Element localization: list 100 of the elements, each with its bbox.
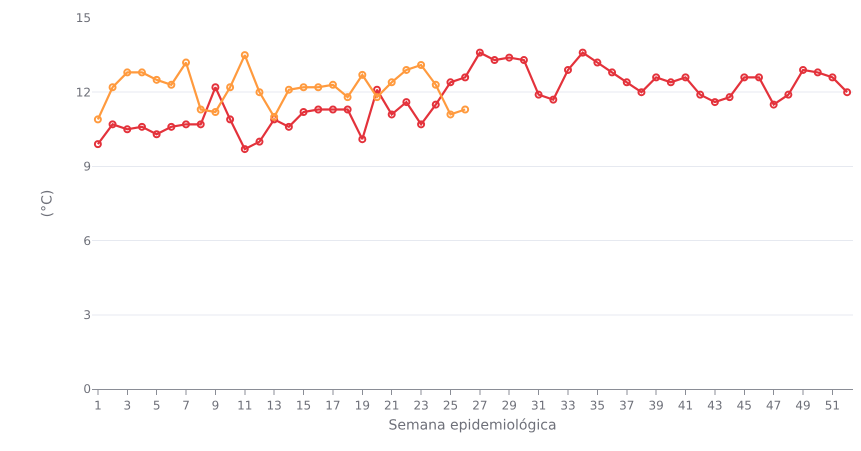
point xyxy=(402,98,410,106)
point xyxy=(182,58,190,67)
point xyxy=(344,93,352,102)
y-tick-label: 9 xyxy=(83,160,91,174)
y-tick-label: 0 xyxy=(83,382,91,396)
point xyxy=(182,120,190,128)
point xyxy=(300,108,308,116)
point xyxy=(784,90,792,99)
point xyxy=(754,73,763,82)
x-tick-label: 25 xyxy=(442,398,458,412)
x-tick-label: 31 xyxy=(530,398,546,412)
y-tick-label: 12 xyxy=(76,85,91,100)
point xyxy=(226,83,234,92)
point xyxy=(226,115,234,124)
y-tick-label: 15 xyxy=(76,11,91,26)
point xyxy=(388,78,396,86)
point xyxy=(417,120,426,128)
point xyxy=(284,122,293,131)
x-tick-label: 11 xyxy=(237,398,252,412)
x-tick-label: 39 xyxy=(648,398,664,412)
x-axis-title: Semana epidemiológica xyxy=(388,418,557,434)
point xyxy=(446,78,454,86)
point xyxy=(211,83,220,92)
point xyxy=(608,68,616,76)
point xyxy=(520,56,528,64)
point xyxy=(637,88,646,96)
point xyxy=(666,78,675,86)
point xyxy=(284,86,293,94)
x-tick-label: 21 xyxy=(384,398,400,412)
point xyxy=(358,70,366,79)
x-tick-label: 43 xyxy=(707,398,723,412)
point xyxy=(652,73,660,82)
point xyxy=(255,138,264,146)
point xyxy=(196,120,205,128)
x-tick-label: 3 xyxy=(123,398,132,412)
point xyxy=(432,80,440,89)
x-tick-label: 5 xyxy=(152,398,160,412)
x-tick-label: 41 xyxy=(678,398,694,412)
x-tick-label: 13 xyxy=(266,398,282,412)
point xyxy=(534,90,543,99)
point xyxy=(828,73,836,82)
y-tick-label: 3 xyxy=(83,308,91,322)
point xyxy=(843,88,852,96)
point xyxy=(94,115,102,124)
point xyxy=(196,106,205,114)
point xyxy=(461,73,470,82)
point xyxy=(505,54,514,62)
point xyxy=(314,106,322,114)
point xyxy=(240,145,249,154)
point xyxy=(432,100,440,109)
x-tick-label: 17 xyxy=(325,398,341,412)
point xyxy=(461,106,470,114)
point xyxy=(490,56,499,64)
point xyxy=(726,93,734,102)
x-tick-label: 37 xyxy=(619,398,634,412)
point xyxy=(622,78,631,86)
point xyxy=(373,86,382,94)
y-axis-title: (°C) xyxy=(39,190,56,218)
point xyxy=(682,73,690,82)
point xyxy=(799,66,808,74)
point xyxy=(314,83,322,92)
point xyxy=(814,68,822,76)
x-tick-label: 45 xyxy=(736,398,752,412)
x-tick-label: 49 xyxy=(795,398,811,412)
point xyxy=(167,80,176,89)
point xyxy=(578,48,587,57)
y-tick-label: 6 xyxy=(83,234,91,248)
point xyxy=(152,130,161,138)
point xyxy=(402,66,410,74)
x-tick-label: 15 xyxy=(296,398,312,412)
point xyxy=(300,83,308,92)
point xyxy=(770,100,778,109)
x-tick-label: 33 xyxy=(560,398,576,412)
point xyxy=(696,90,704,99)
x-tick-label: 29 xyxy=(502,398,517,412)
x-tick-label: 1 xyxy=(94,398,102,412)
point xyxy=(388,110,396,118)
point xyxy=(138,68,146,76)
point xyxy=(240,51,249,60)
point xyxy=(123,68,132,76)
point xyxy=(358,135,366,144)
x-tick-label: 19 xyxy=(354,398,370,412)
x-tick-label: 9 xyxy=(212,398,220,412)
point xyxy=(138,122,146,131)
x-tick-label: 27 xyxy=(472,398,488,412)
point xyxy=(152,76,161,84)
x-tick-label: 47 xyxy=(766,398,782,412)
point xyxy=(108,120,117,128)
point xyxy=(476,48,484,57)
point xyxy=(446,110,454,118)
point xyxy=(417,60,426,69)
point xyxy=(123,125,132,134)
point xyxy=(94,140,102,148)
point xyxy=(344,106,352,114)
x-tick-label: 51 xyxy=(824,398,840,412)
point xyxy=(549,96,558,104)
point xyxy=(108,83,117,92)
x-tick-label: 23 xyxy=(413,398,429,412)
point xyxy=(270,112,278,121)
point xyxy=(211,108,220,116)
